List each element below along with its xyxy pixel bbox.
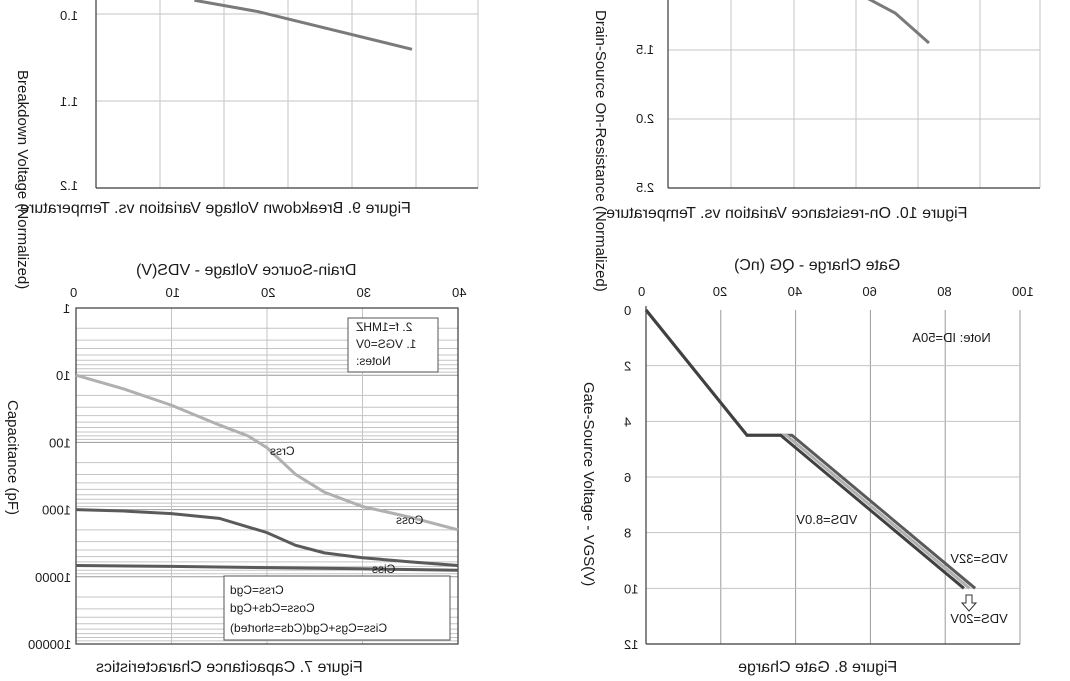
fig9-ytick-1: 1.1: [60, 94, 78, 109]
fig7-ytick: 1000: [42, 503, 71, 518]
fig7-xlabel: Drain-Source Voltage - VDS(V): [136, 262, 357, 279]
fig7-label-coss: Coss: [396, 513, 423, 527]
fig8-ylabel: Gate-Source Voltage - VGS(V): [580, 382, 597, 586]
fig7-series-crss: [75, 373, 459, 532]
fig7-legend-coss: Coss=Cds+Cgd: [230, 601, 315, 615]
fig7-note-line-1: 1. VGS=0V: [356, 337, 416, 351]
fig8-ytick: 0: [624, 303, 631, 318]
fig8-ytick: 8: [624, 526, 631, 541]
fig8-label-8v: VDS=8.0V: [796, 512, 857, 527]
fig7-legend-crss: Crss=Cgd: [230, 583, 284, 597]
fig8-xtick: 100: [1012, 284, 1034, 299]
fig8-xtick: 80: [937, 284, 951, 299]
fig8-label-32v: VDS=32V: [950, 551, 1008, 566]
fig7-ytick: 100: [49, 435, 71, 450]
fig9-ytick-0: 1.0: [60, 8, 78, 23]
fig10-ytick-0: 1.5: [636, 42, 654, 57]
fig7-series-ciss: [75, 564, 459, 572]
fig7-legend-ciss: Ciss=Cgs+Cgd(Cds=shorted): [230, 621, 387, 635]
fig7-plot-frame: [75, 307, 459, 645]
fig9-series-line: [194, 0, 413, 51]
fig7-xtick: 0: [70, 285, 77, 300]
fig10-chart: 1.5 2.0 2.5 Figure 10. On-resistance Var…: [592, 0, 1041, 292]
fig8-ytick: 6: [624, 470, 631, 485]
fig7-xtick: 40: [452, 285, 466, 300]
fig10-ytick-2: 2.5: [636, 180, 654, 195]
fig8-chart: Gate Charge - QG (nC) 0 20 40 60 80 100 0 2 4 6 8…: [580, 257, 1034, 676]
fig8-ytick: 2: [624, 359, 631, 374]
fig7-ylabel: Capacitance (pF): [4, 400, 21, 515]
fig8-xtick: 20: [713, 284, 727, 299]
fig8-ytick: 10: [624, 581, 638, 596]
fig9-title: Figure 9. Breakdown Voltage Variation vs…: [20, 200, 411, 217]
fig8-arrow-icon: [960, 594, 978, 612]
fig7-notes-box: [347, 317, 439, 373]
fig8-note: Note: ID=50A: [912, 330, 991, 345]
fig8-ytick: 4: [624, 414, 631, 429]
fig8-series-1: [644, 309, 977, 590]
fig8-xtick: 40: [788, 284, 802, 299]
fig7-ytick: 10000: [35, 570, 71, 585]
fig7-ytick: 100000: [28, 637, 71, 652]
fig7-series-coss: [75, 508, 459, 568]
fig8-xtick: 0: [638, 284, 645, 299]
fig7-chart: Drain-Source Voltage - VDS(V) 0 10 20 30 40 …: [4, 262, 466, 676]
fig10-ylabel: Drain-Source On-Resistance (Normalized): [592, 10, 609, 292]
fig7-note-line-2: 2. f=1MHZ: [356, 320, 412, 334]
fig7-xtick: 10: [166, 285, 180, 300]
fig9-ytick-2: 1.2: [60, 178, 78, 193]
fig8-ytick: 12: [624, 637, 638, 652]
fig8-series-3: [644, 309, 965, 590]
fig9-ylabel: Breakdown Voltage (Normalized): [14, 70, 31, 289]
fig7-ytick: 1: [63, 301, 70, 316]
fig8-xlabel: Gate Charge - QG (nC): [734, 257, 900, 274]
fig7-ytick: 10: [56, 368, 70, 383]
fig7-label-ciss: Ciss: [372, 562, 395, 576]
fig7-xtick: 20: [261, 285, 275, 300]
fig7-label-crss: Crss: [270, 444, 295, 458]
fig10-title: Figure 10. On-resistance Variation vs. T…: [606, 205, 967, 222]
fig7-xtick: 30: [357, 285, 371, 300]
fig7-note-line-0: Notes:: [356, 354, 391, 368]
fig8-title: Figure 8. Gate Charge: [738, 659, 897, 676]
fig10-ytick-1: 2.0: [636, 111, 654, 126]
fig7-legend-box: [223, 575, 451, 641]
fig8-xtick: 60: [862, 284, 876, 299]
fig7-title: Figure 7. Capacitance Characteristics: [96, 659, 363, 676]
fig10-series-line: [867, 0, 930, 45]
fig9-chart: 1.0 1.1 1.2 Figure 9. Breakdown Voltage …: [14, 0, 479, 289]
fig8-label-20v: VDS=20V: [950, 611, 1008, 626]
